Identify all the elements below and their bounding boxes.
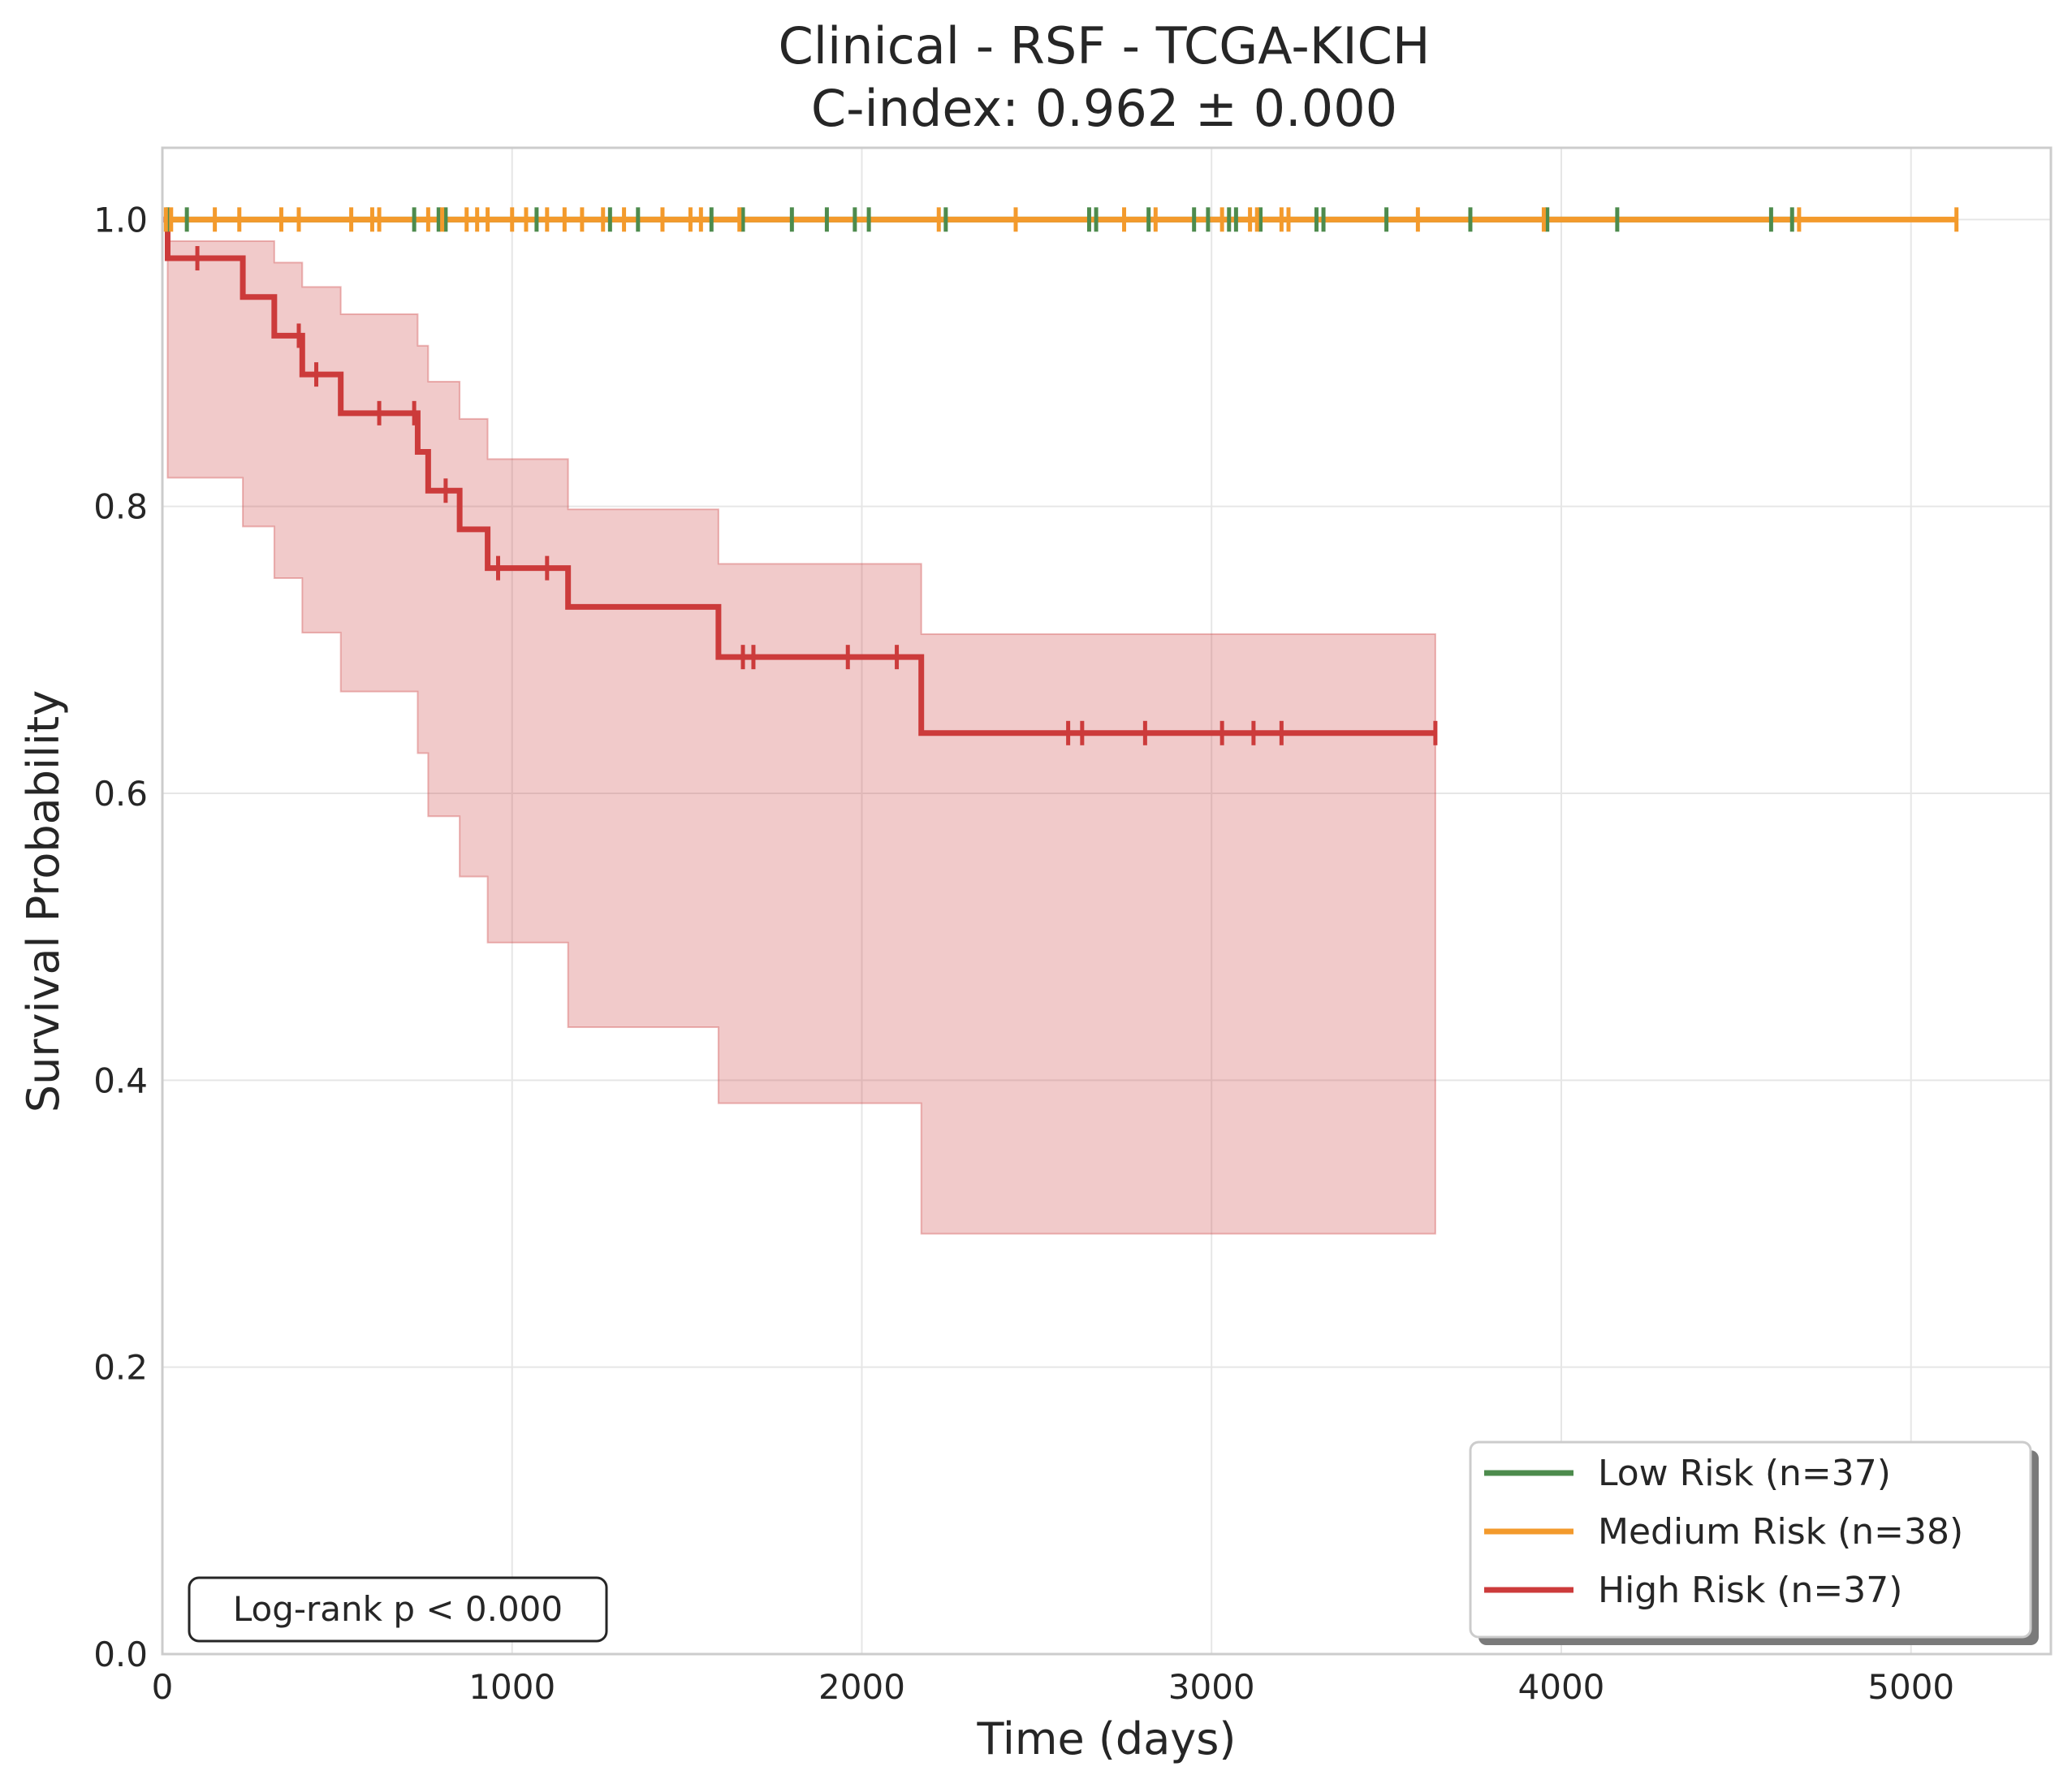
survival-curves xyxy=(162,216,1957,736)
legend-label: High Risk (n=37) xyxy=(1598,1570,1902,1611)
legend-label: Low Risk (n=37) xyxy=(1598,1453,1891,1494)
confidence-bands xyxy=(162,218,1436,1235)
annotation-text: Log-rank p < 0.000 xyxy=(233,1589,563,1629)
x-tick-label: 5000 xyxy=(1867,1667,1954,1707)
chart-title: Clinical - RSF - TCGA-KICH xyxy=(778,16,1430,76)
log-rank-annotation: Log-rank p < 0.000 xyxy=(188,1576,608,1643)
chart-subtitle: C-index: 0.962 ± 0.000 xyxy=(811,79,1397,138)
confidence-band xyxy=(162,218,1436,1235)
y-tick-label: 0.0 xyxy=(93,1635,148,1674)
plot-frame xyxy=(161,146,2053,1656)
axis-ticks: 0 1000 2000 3000 4000 5000 0.0 0.2 0.4 0.6 0.8 1.0 xyxy=(93,200,1954,1707)
x-tick-label: 0 xyxy=(152,1667,174,1707)
annotation-box xyxy=(188,1576,608,1643)
x-tick-label: 2000 xyxy=(818,1667,905,1707)
y-tick-label: 0.2 xyxy=(93,1348,148,1388)
y-tick-label: 1.0 xyxy=(93,200,148,240)
y-tick-label: 0.4 xyxy=(93,1060,148,1100)
legend-label: Medium Risk (n=38) xyxy=(1598,1511,1963,1553)
survival-curve xyxy=(162,216,1435,736)
x-axis-label: Time (days) xyxy=(977,1713,1237,1765)
y-tick-label: 0.8 xyxy=(93,487,148,527)
y-tick-label: 0.6 xyxy=(93,774,148,814)
x-tick-label: 1000 xyxy=(468,1667,555,1707)
legend-box xyxy=(1469,1441,2032,1639)
grid-lines xyxy=(162,148,2051,1655)
x-tick-label: 3000 xyxy=(1168,1667,1255,1707)
y-axis-label: Survival Probability xyxy=(18,690,69,1112)
legend: Low Risk (n=37) Medium Risk (n=38) High Ri… xyxy=(1469,1441,2039,1645)
censor-marks xyxy=(163,207,1959,745)
x-tick-label: 4000 xyxy=(1518,1667,1605,1707)
